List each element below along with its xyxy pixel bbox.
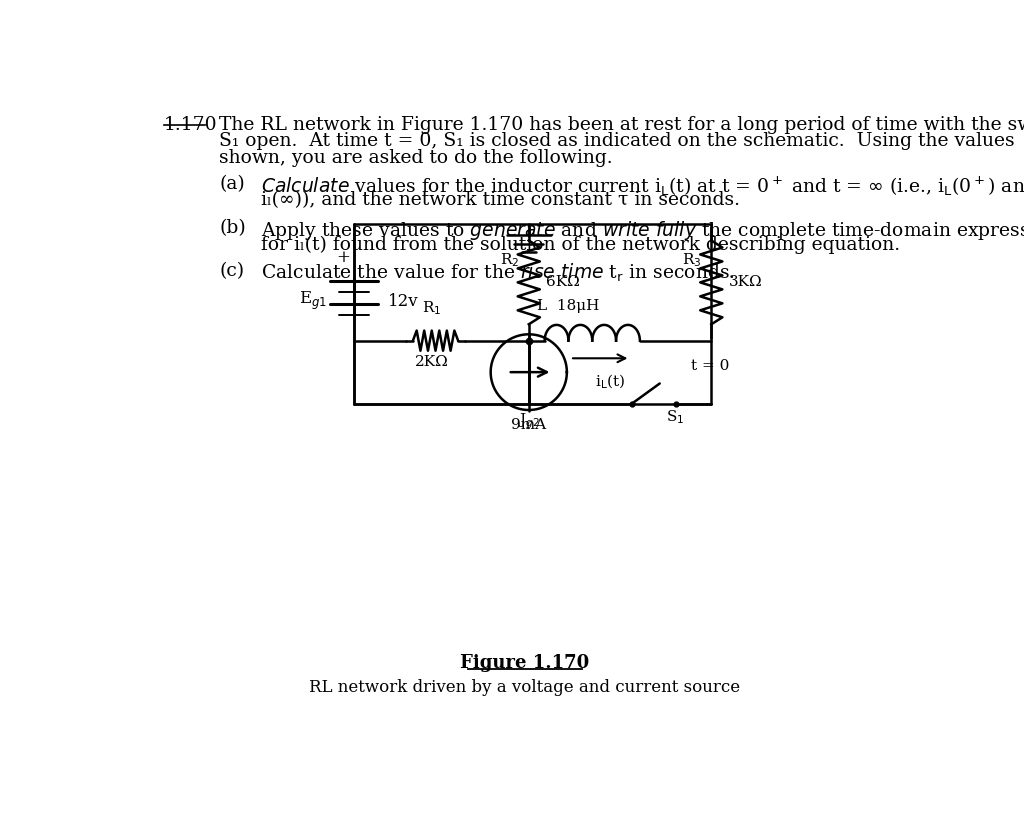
Text: iₗ(∞)), and the network time constant τ in seconds.: iₗ(∞)), and the network time constant τ … [261,191,740,209]
Text: (a): (a) [219,175,245,193]
Text: R$_1$: R$_1$ [422,299,441,317]
Text: (b): (b) [219,219,246,237]
Text: i$_\mathrm{L}$(t): i$_\mathrm{L}$(t) [595,372,625,390]
Text: 9mA: 9mA [511,417,547,432]
Text: The RL network in Figure 1.170 has been at rest for a long period of time with t: The RL network in Figure 1.170 has been … [219,116,1024,134]
Text: S$_1$: S$_1$ [667,409,685,426]
Text: for iₗ(t) found from the solution of the network describing equation.: for iₗ(t) found from the solution of the… [261,236,900,254]
Text: Apply these values to $\mathit{generate}$ and $\mathit{write\ fully}$ the comple: Apply these values to $\mathit{generate}… [261,219,1024,242]
Text: +: + [336,249,350,266]
Text: 12v: 12v [387,293,418,310]
Text: 6KΩ: 6KΩ [546,276,580,290]
Text: t = 0: t = 0 [691,359,730,373]
Text: S₁ open.  At time t = 0, S₁ is closed as indicated on the schematic.  Using the : S₁ open. At time t = 0, S₁ is closed as … [219,133,1015,151]
Text: E$_{g1}$: E$_{g1}$ [299,290,327,312]
Text: L  18μH: L 18μH [537,299,599,313]
Text: 3KΩ: 3KΩ [729,276,763,290]
Text: R$_3$: R$_3$ [682,251,701,269]
Text: J$_{g2}$: J$_{g2}$ [518,411,540,431]
Text: RL network driven by a voltage and current source: RL network driven by a voltage and curre… [309,679,740,696]
Text: $\mathit{Calculate}$ values for the inductor current i$_\mathrm{L}$(t) at t = 0$: $\mathit{Calculate}$ values for the indu… [261,175,1024,199]
Text: shown, you are asked to do the following.: shown, you are asked to do the following… [219,149,613,167]
Text: Figure 1.170: Figure 1.170 [460,654,590,672]
Text: 1.170: 1.170 [164,116,217,134]
Text: 2KΩ: 2KΩ [415,354,449,369]
Text: Calculate the value for the $\mathit{rise\ time}$ t$_\mathrm{r}$ in seconds.: Calculate the value for the $\mathit{ris… [261,262,735,284]
Text: R$_2$: R$_2$ [500,251,519,269]
Text: (c): (c) [219,262,245,280]
